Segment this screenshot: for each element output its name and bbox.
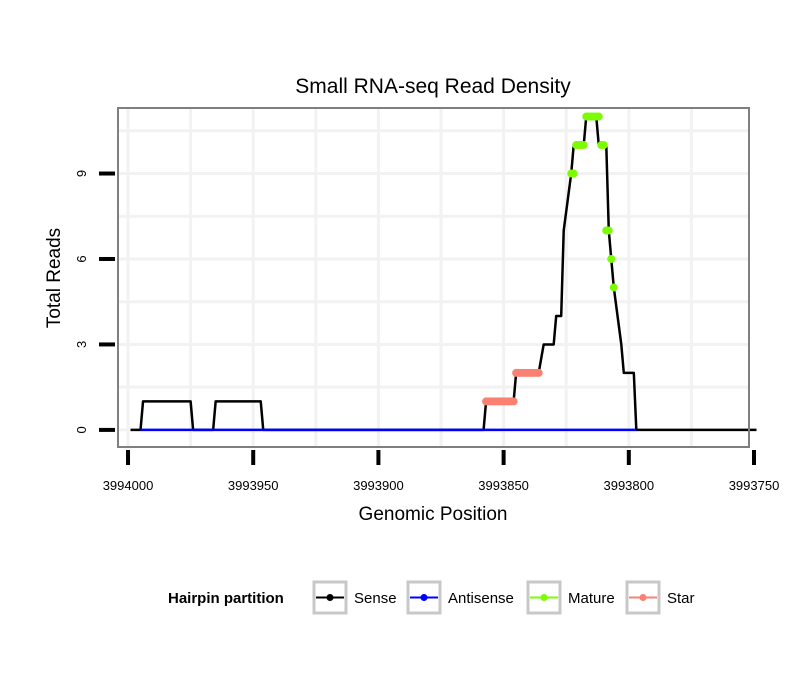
legend-key-point <box>326 594 334 601</box>
y-axis: 0 3 6 9 <box>74 170 115 434</box>
x-tick-label: 3993800 <box>603 478 654 493</box>
y-axis-label: Total Reads <box>44 228 65 328</box>
legend-item-sense: Sense <box>312 580 397 615</box>
data-point-mature <box>569 169 578 178</box>
data-point-mature <box>604 226 613 235</box>
x-tick-label: 3993900 <box>353 478 404 493</box>
data-point-mature <box>609 283 618 292</box>
x-axis: 3994000 3993950 3993900 3993850 3993800 39937… <box>103 450 780 493</box>
x-tick-label: 3993850 <box>478 478 529 493</box>
series-layer <box>130 112 757 432</box>
legend-item-label: Sense <box>354 590 397 607</box>
y-tick-label: 0 <box>74 426 89 433</box>
data-point-mature <box>599 141 608 150</box>
plot-border <box>117 107 750 448</box>
data-point-mature <box>594 112 603 121</box>
plot-background <box>118 108 749 447</box>
x-axis-label: Genomic Position <box>359 504 508 525</box>
data-point-star <box>509 397 518 406</box>
plot-panel <box>117 107 757 448</box>
legend-item-label: Star <box>667 590 695 607</box>
legend-keys: Sense Antisense Mature Star <box>312 580 695 615</box>
legend-item-label: Mature <box>568 590 615 607</box>
legend-key-point <box>639 594 647 601</box>
legend-key-point <box>420 594 428 601</box>
data-point-mature <box>579 141 588 150</box>
y-tick-label: 9 <box>74 170 89 177</box>
data-point-star <box>534 368 543 377</box>
legend-item-star: Star <box>625 580 695 615</box>
x-tick-label: 3993750 <box>729 478 780 493</box>
legend-title: Hairpin partition <box>168 590 284 607</box>
legend-item-mature: Mature <box>526 580 615 615</box>
series-line-sense <box>130 115 757 432</box>
legend-item-label: Antisense <box>448 590 514 607</box>
chart-title: Small RNA-seq Read Density <box>295 75 571 98</box>
data-point-mature <box>607 254 616 263</box>
legend: Hairpin partition Sense Antisense Mature St… <box>168 580 695 615</box>
x-tick-label: 3993950 <box>228 478 279 493</box>
legend-key-point <box>540 594 548 601</box>
x-tick-label: 3994000 <box>103 478 154 493</box>
legend-item-antisense: Antisense <box>406 580 514 615</box>
y-tick-label: 6 <box>74 255 89 262</box>
y-tick-label: 3 <box>74 341 89 348</box>
